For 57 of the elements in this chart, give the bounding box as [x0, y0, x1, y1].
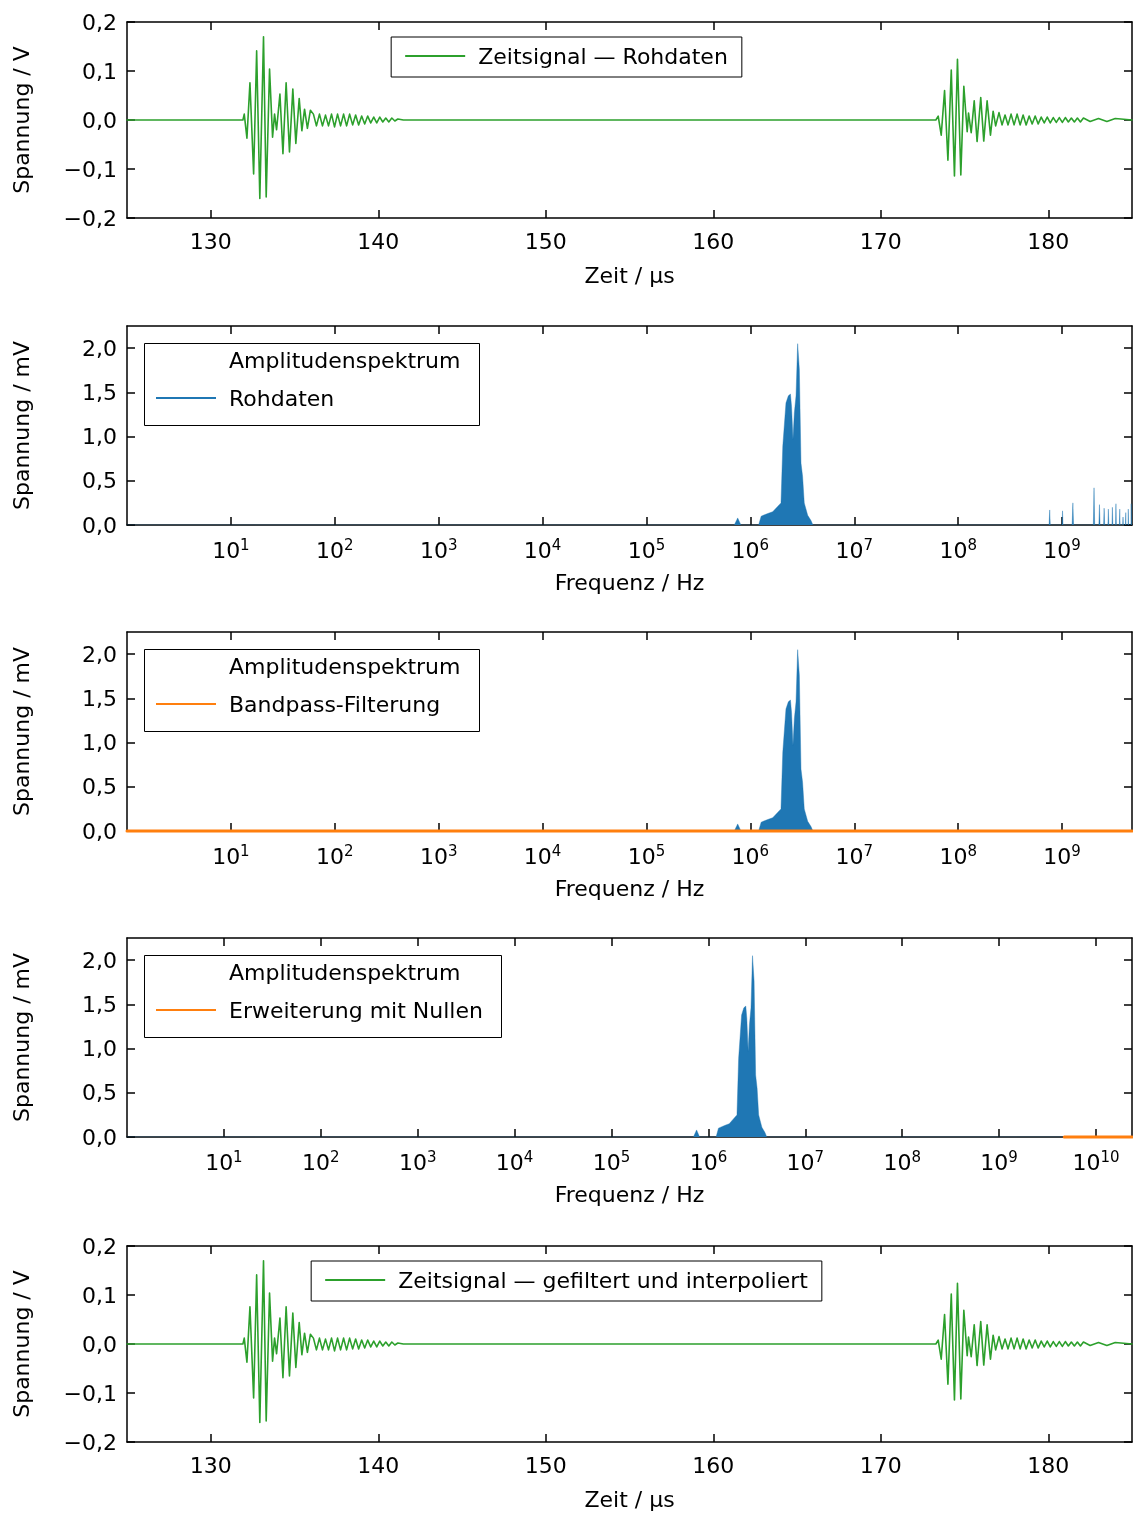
line-series [126, 35, 1133, 200]
x-tick-label: 150 [524, 1452, 567, 1478]
y-tick-label: 1,5 [82, 991, 117, 1017]
y-tick-label: 0,5 [82, 1080, 117, 1106]
x-tick-label: 140 [357, 228, 400, 254]
y-axis-title: Spannung / mV [8, 646, 34, 817]
y-tick-label: −0,1 [63, 1380, 117, 1406]
y-tick-label: 0,0 [82, 818, 117, 844]
y-tick-label: 1,5 [82, 685, 117, 711]
y-tick-label: 0,0 [82, 1331, 117, 1357]
y-tick-label: 0,1 [82, 58, 117, 84]
legend-label: Erweiterung mit Nullen [229, 997, 483, 1023]
x-axis-title: Frequenz / Hz [554, 569, 705, 595]
y-axis-title: Spannung / V [8, 1270, 34, 1418]
y-tick-label: 1,0 [82, 424, 117, 450]
x-tick-label: 170 [859, 228, 902, 254]
y-tick-label: 0,1 [82, 1282, 117, 1308]
legend-label: Rohdaten [229, 385, 335, 411]
legend-label: Zeitsignal — gefiltert und interpoliert [398, 1267, 809, 1293]
legend-title: Amplitudenspektrum [229, 653, 461, 679]
y-tick-label: −0,2 [63, 1429, 117, 1455]
y-axis-title: Spannung / V [8, 46, 34, 194]
y-tick-label: 0,2 [82, 9, 117, 35]
x-axis-title: Frequenz / Hz [554, 1181, 705, 1207]
x-tick-label: 180 [1027, 1452, 1070, 1478]
legend-label: Bandpass-Filterung [229, 691, 441, 717]
y-tick-label: 0,0 [82, 107, 117, 133]
x-tick-label: 160 [692, 1452, 735, 1478]
line-series [126, 1259, 1133, 1424]
x-axis-title: Frequenz / Hz [554, 875, 705, 901]
y-tick-label: 0,0 [82, 1124, 117, 1150]
legend-label: Zeitsignal — Rohdaten [478, 43, 728, 69]
x-tick-label: 180 [1027, 228, 1070, 254]
y-axis-title: Spannung / mV [8, 952, 34, 1123]
y-tick-label: 0,5 [82, 468, 117, 494]
legend-title: Amplitudenspektrum [229, 959, 461, 985]
x-tick-label: 170 [859, 1452, 902, 1478]
x-tick-label: 160 [692, 228, 735, 254]
x-tick-label: 140 [357, 1452, 400, 1478]
y-tick-label: 1,0 [82, 1036, 117, 1062]
y-tick-label: 0,2 [82, 1233, 117, 1259]
y-axis-title: Spannung / mV [8, 340, 34, 511]
y-tick-label: 0,0 [82, 512, 117, 538]
x-tick-label: 150 [524, 228, 567, 254]
x-tick-label: 130 [189, 228, 232, 254]
x-tick-label: 130 [189, 1452, 232, 1478]
y-tick-label: 2,0 [82, 335, 117, 361]
y-tick-label: −0,2 [63, 205, 117, 231]
x-axis-title: Zeit / µs [584, 1486, 675, 1512]
y-tick-label: 2,0 [82, 641, 117, 667]
y-tick-label: 0,5 [82, 774, 117, 800]
y-tick-label: 2,0 [82, 947, 117, 973]
y-tick-label: 1,0 [82, 730, 117, 756]
legend-title: Amplitudenspektrum [229, 347, 461, 373]
y-tick-label: −0,1 [63, 156, 117, 182]
y-tick-label: 1,5 [82, 379, 117, 405]
x-axis-title: Zeit / µs [584, 262, 675, 288]
